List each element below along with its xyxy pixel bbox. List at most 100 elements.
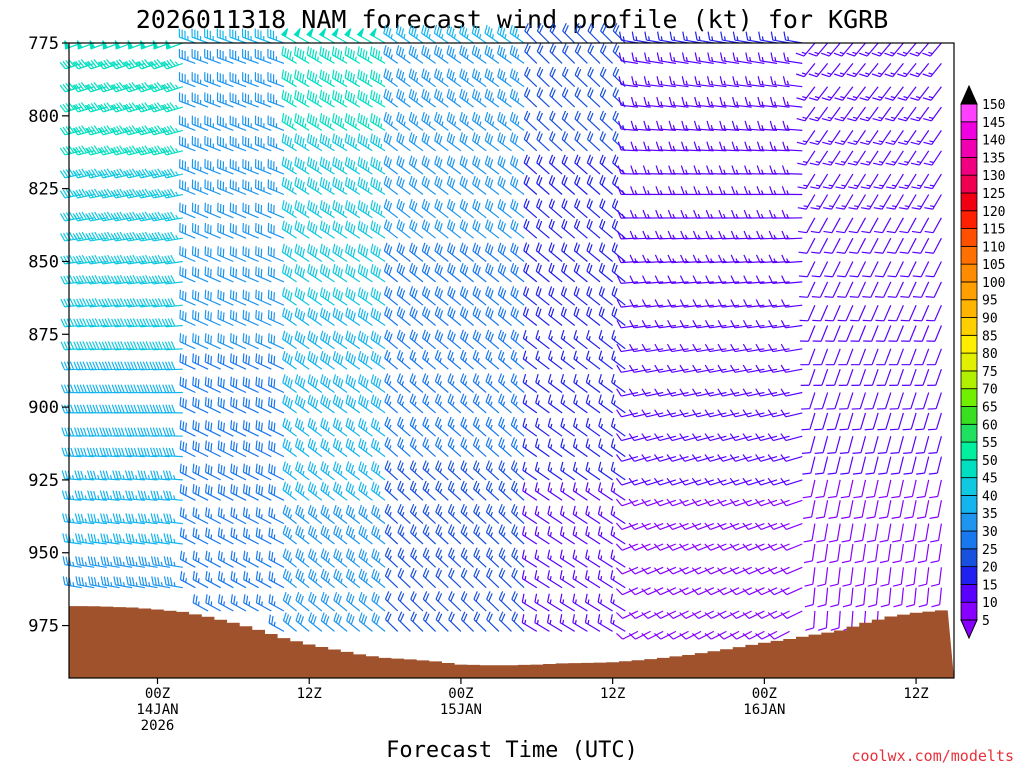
wind-barb bbox=[615, 498, 639, 507]
wind-barb bbox=[780, 433, 803, 442]
wind-barb bbox=[282, 548, 297, 568]
wind-barb bbox=[242, 159, 259, 175]
wind-barb bbox=[729, 477, 752, 486]
wind-barb bbox=[217, 309, 234, 327]
wind-barb bbox=[410, 611, 424, 632]
wind-barb bbox=[435, 480, 449, 501]
colorbar-label: 50 bbox=[982, 454, 998, 469]
wind-barb bbox=[357, 89, 373, 108]
wind-barb bbox=[829, 567, 841, 587]
wind-barb bbox=[293, 69, 310, 88]
wind-barb bbox=[110, 168, 133, 179]
wind-barb bbox=[204, 48, 221, 64]
wind-barb bbox=[833, 63, 854, 78]
wind-barb bbox=[396, 306, 411, 326]
wind-barb bbox=[610, 549, 626, 568]
wind-barb bbox=[179, 550, 196, 568]
wind-barb bbox=[629, 320, 651, 329]
wind-barb bbox=[281, 307, 297, 326]
wind-barb bbox=[610, 505, 626, 525]
wind-barb bbox=[217, 396, 234, 414]
wind-barb bbox=[691, 409, 714, 418]
wind-barb bbox=[800, 348, 816, 366]
wind-barb bbox=[281, 220, 297, 239]
wind-barb bbox=[410, 591, 424, 612]
wind-barb bbox=[229, 179, 247, 196]
wind-barb bbox=[217, 202, 234, 219]
wind-barb bbox=[826, 392, 841, 410]
wind-barb bbox=[408, 199, 424, 219]
wind-barb bbox=[911, 173, 930, 190]
wind-barb bbox=[755, 364, 778, 373]
wind-barb bbox=[918, 567, 930, 587]
wind-barb bbox=[768, 230, 790, 240]
wind-barb bbox=[267, 179, 285, 196]
wind-barb bbox=[729, 543, 752, 551]
wind-barb bbox=[834, 106, 854, 122]
wind-barb bbox=[384, 460, 399, 481]
wind-barb bbox=[344, 89, 361, 108]
wind-barb bbox=[654, 388, 677, 397]
wind-barb bbox=[422, 373, 436, 393]
wind-barb bbox=[111, 427, 133, 437]
wind-barb bbox=[885, 106, 904, 122]
wind-barb bbox=[135, 211, 158, 222]
wind-barb bbox=[717, 433, 740, 442]
colorbar-swatch bbox=[960, 441, 978, 461]
wind-barb bbox=[616, 364, 639, 373]
wind-barb bbox=[149, 447, 171, 458]
wind-barb bbox=[826, 412, 841, 431]
wind-barb bbox=[319, 243, 335, 263]
wind-barb bbox=[255, 440, 272, 458]
wind-barb bbox=[655, 209, 676, 219]
wind-barb bbox=[878, 479, 892, 499]
colorbar-swatch bbox=[960, 370, 978, 390]
wind-barb bbox=[679, 409, 702, 418]
wind-barb bbox=[422, 591, 437, 612]
wind-barb bbox=[729, 498, 752, 507]
wind-barb bbox=[217, 333, 234, 350]
wind-barb bbox=[852, 412, 867, 431]
wind-barb bbox=[84, 102, 108, 113]
wind-barb bbox=[768, 343, 790, 353]
wind-barb bbox=[897, 106, 917, 122]
wind-barb bbox=[163, 490, 183, 501]
wind-barb bbox=[447, 480, 462, 501]
wind-barb bbox=[148, 82, 171, 93]
wind-barb bbox=[161, 231, 183, 242]
wind-barb bbox=[511, 503, 525, 525]
wind-barb bbox=[822, 130, 841, 145]
wind-barb bbox=[307, 330, 323, 350]
wind-barb bbox=[838, 369, 854, 387]
wind-barb bbox=[178, 28, 196, 44]
wind-barb bbox=[704, 477, 727, 486]
wind-barb bbox=[192, 440, 209, 458]
wind-barb bbox=[680, 230, 702, 240]
wind-barb bbox=[616, 409, 639, 418]
wind-barb bbox=[191, 48, 209, 64]
wind-barb bbox=[123, 318, 145, 328]
wind-barb bbox=[801, 412, 816, 431]
wind-barb bbox=[179, 289, 196, 306]
wind-barb bbox=[192, 527, 209, 545]
wind-barb bbox=[85, 274, 107, 285]
wind-barb bbox=[653, 566, 677, 575]
wind-barb bbox=[346, 612, 361, 632]
colorbar-label: 40 bbox=[982, 489, 998, 504]
wind-barb bbox=[459, 111, 474, 131]
wind-barb bbox=[880, 587, 892, 608]
wind-barb bbox=[254, 179, 272, 196]
wind-barb bbox=[808, 63, 829, 78]
wind-barb bbox=[87, 533, 107, 545]
colorbar-swatch bbox=[960, 423, 978, 443]
wind-barb bbox=[755, 343, 778, 353]
wind-barb bbox=[149, 341, 171, 351]
wind-barb bbox=[447, 393, 462, 414]
wind-barb bbox=[331, 89, 348, 108]
wind-barb bbox=[866, 500, 879, 519]
wind-barb bbox=[178, 115, 196, 131]
wind-barb bbox=[319, 113, 335, 131]
colorbar-label: 70 bbox=[982, 383, 998, 398]
wind-barb bbox=[267, 353, 285, 370]
wind-barb bbox=[641, 522, 664, 531]
